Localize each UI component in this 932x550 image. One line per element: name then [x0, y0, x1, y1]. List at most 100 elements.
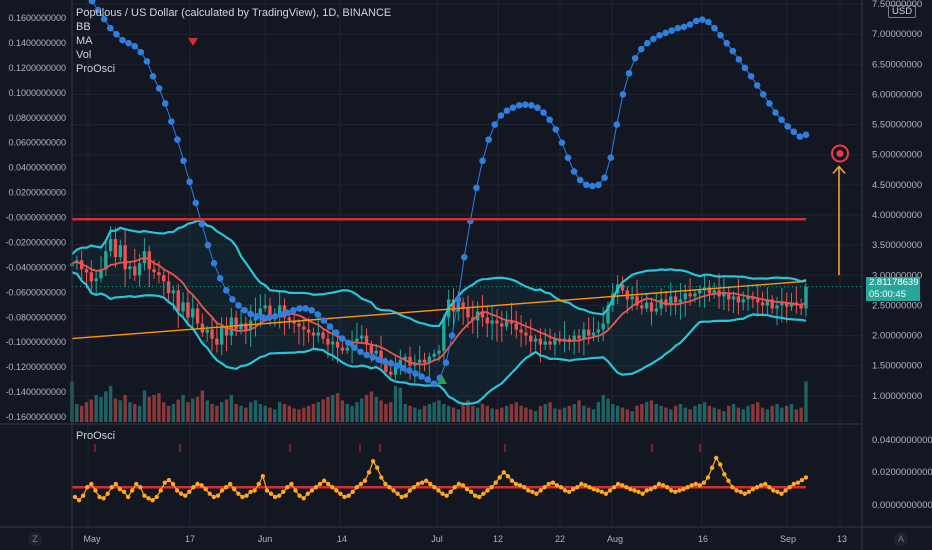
overlay-dot — [351, 344, 358, 351]
osc-dot — [722, 472, 727, 477]
volume-bar — [553, 408, 557, 422]
candle-body — [306, 329, 311, 333]
osc-dot — [297, 493, 302, 498]
left-axis-label: 0.0400000000 — [8, 163, 66, 173]
candle-body — [548, 341, 552, 345]
osc-dot — [571, 487, 576, 492]
chart-legend: Populous / US Dollar (calculated by Trad… — [76, 6, 391, 76]
volume-bar — [562, 407, 567, 422]
overlay-dot — [796, 133, 804, 140]
volume-bar — [427, 404, 432, 422]
volume-bar — [673, 405, 678, 422]
candle-body — [340, 347, 345, 351]
volume-bar — [200, 390, 205, 422]
candle-body — [688, 293, 692, 297]
osc-dot — [350, 489, 355, 494]
volume-bar — [693, 405, 697, 422]
legend-bb[interactable]: BB — [76, 21, 91, 33]
volume-bar — [113, 398, 118, 422]
right-axis-label: 2.00000000 — [872, 331, 922, 342]
volume-bar — [253, 400, 258, 422]
left-axis-label: -0.0400000000 — [5, 262, 66, 272]
right-axis-label: 3.50000000 — [872, 240, 922, 251]
osc-dot — [199, 483, 204, 488]
candle-body — [186, 302, 190, 318]
volume-bar — [751, 404, 755, 422]
osc-dot — [362, 478, 368, 483]
osc-dot — [660, 483, 666, 488]
left-axis-label: 0.1200000000 — [8, 63, 66, 73]
volume-bar — [504, 405, 509, 422]
overlay-dot — [613, 121, 621, 128]
volume-bar — [741, 409, 745, 422]
time-axis-label: 16 — [698, 534, 708, 544]
candle-body — [379, 350, 383, 363]
overlay-dot — [576, 176, 584, 184]
osc-dot — [330, 485, 335, 490]
candle-body — [374, 350, 378, 354]
overlay-dot — [155, 85, 163, 92]
left-axis-label: 0.1600000000 — [8, 13, 66, 23]
left-axis-label: -0.0200000000 — [5, 237, 66, 247]
target-arrow-head — [832, 165, 846, 174]
osc-dot — [607, 488, 613, 493]
legend-proosci[interactable]: ProOsci — [76, 63, 116, 75]
osc-dot — [415, 481, 421, 487]
legend-vol[interactable]: Vol — [76, 49, 92, 61]
volume-bar — [384, 404, 388, 422]
osc-dot — [530, 489, 535, 494]
osc-dot — [485, 488, 490, 493]
volume-bar — [471, 405, 475, 422]
candle-body — [176, 290, 180, 312]
auto-scale-button[interactable]: A — [894, 532, 908, 546]
candle-body — [432, 353, 436, 357]
volume-bar — [746, 405, 750, 422]
osc-dot — [252, 488, 257, 493]
osc-dot — [207, 491, 212, 496]
overlay-dot — [546, 116, 553, 124]
osc-dot — [260, 474, 266, 479]
legend-ma[interactable]: MA — [76, 35, 93, 47]
overlay-dot — [631, 54, 639, 62]
volume-bar — [191, 398, 195, 422]
oscillator-legend[interactable]: ProOsci — [76, 430, 116, 442]
support-line — [72, 217, 862, 288]
volume-bar — [171, 404, 176, 422]
overlay-dot — [174, 136, 181, 143]
oscillator-pane — [0, 423, 862, 503]
ma-long-line — [71, 280, 807, 340]
sell-arrow — [188, 38, 198, 46]
overlay-dot — [479, 157, 486, 165]
currency-label[interactable]: USD — [888, 5, 917, 18]
overlay-dot — [119, 36, 126, 44]
osc-dot — [509, 478, 515, 483]
candle-body — [649, 302, 654, 312]
overlay-dot — [753, 82, 761, 89]
overlay-dot — [290, 306, 297, 314]
osc-dot — [644, 488, 649, 493]
overlay-dot — [759, 91, 767, 98]
volume-bar — [683, 407, 687, 422]
overlay-dot — [283, 309, 291, 316]
overlay-dot — [332, 329, 340, 336]
volume-bar — [794, 409, 799, 422]
candle-body — [220, 326, 224, 345]
overlay-dot — [271, 312, 279, 320]
osc-dot — [321, 478, 327, 483]
osc-dot — [742, 491, 747, 496]
timezone-button[interactable]: Z — [28, 532, 42, 546]
volume-bar — [625, 409, 630, 422]
volume-bar — [640, 404, 644, 422]
volume-bar — [615, 405, 620, 422]
volume-bar — [688, 409, 692, 422]
osc-dot — [162, 480, 168, 485]
volume-bar — [224, 399, 229, 422]
volume-bar — [442, 404, 446, 422]
volume-bar — [514, 402, 518, 422]
volume-bar — [234, 404, 238, 422]
overlay-dot — [778, 116, 785, 124]
volume-bar — [152, 395, 156, 422]
overlay-dot — [198, 220, 206, 228]
overlay-dot — [137, 48, 145, 56]
candle-body — [398, 359, 403, 366]
